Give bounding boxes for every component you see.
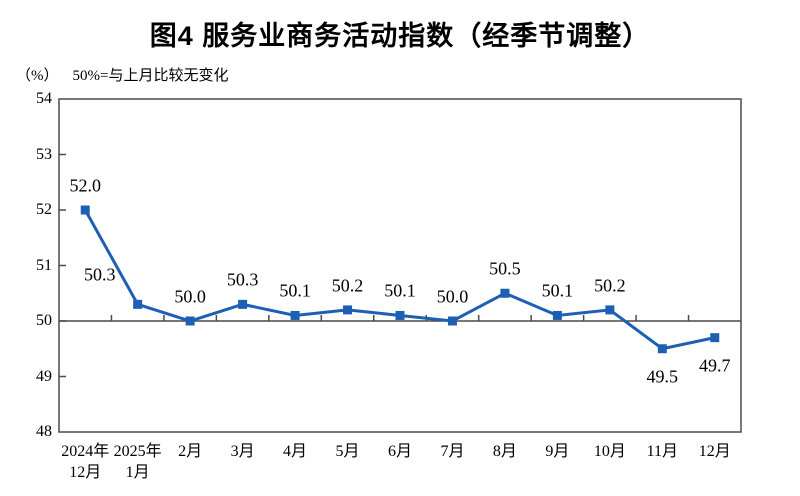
data-point-label: 50.1 bbox=[384, 280, 416, 301]
x-axis-category-label: 3月 bbox=[230, 443, 255, 460]
x-axis-category-label: 8月 bbox=[492, 443, 517, 460]
data-point-marker bbox=[343, 305, 353, 315]
data-point-label: 50.1 bbox=[541, 280, 574, 301]
data-point-marker bbox=[500, 288, 510, 298]
y-axis-tick-label: 52 bbox=[36, 201, 52, 218]
x-axis-category-label: 11月 bbox=[646, 443, 679, 460]
y-axis-tick-label: 50 bbox=[36, 312, 52, 329]
x-axis-category-label: 9月 bbox=[545, 443, 570, 460]
reference-line-note: 50%=与上月比较无变化 bbox=[72, 68, 229, 84]
y-axis-unit-label: （%） bbox=[16, 68, 59, 84]
x-axis-category-label: 12月 bbox=[698, 443, 731, 460]
x-axis-category-label: 2024年 12月 bbox=[61, 443, 110, 481]
x-axis-category-label: 10月 bbox=[593, 443, 626, 460]
data-point-marker bbox=[185, 316, 195, 326]
data-point-marker bbox=[80, 205, 90, 215]
x-axis-category-label: 2月 bbox=[178, 443, 203, 460]
data-point-label: 52.0 bbox=[69, 175, 101, 196]
x-axis-category-label: 2025年 1月 bbox=[113, 443, 162, 481]
data-point-marker bbox=[238, 299, 248, 309]
y-axis-tick-label: 51 bbox=[36, 256, 52, 274]
y-axis-tick-label: 48 bbox=[36, 423, 52, 440]
y-axis-tick-label: 54 bbox=[36, 90, 52, 107]
data-point-marker bbox=[552, 310, 562, 320]
data-point-marker bbox=[447, 316, 457, 326]
y-axis-tick-label: 53 bbox=[36, 145, 52, 163]
data-point-label: 50.1 bbox=[279, 280, 311, 301]
data-point-marker bbox=[133, 299, 143, 309]
data-point-marker bbox=[657, 344, 667, 354]
data-point-label: 50.3 bbox=[226, 269, 259, 290]
data-point-marker bbox=[395, 310, 405, 320]
x-axis-category-label: 5月 bbox=[335, 443, 360, 460]
x-axis-category-label: 6月 bbox=[387, 443, 413, 460]
data-point-label: 49.5 bbox=[646, 366, 679, 387]
data-point-label: 50.2 bbox=[331, 275, 364, 296]
chart-title: 图4 服务业商务活动指数（经季节调整） bbox=[149, 21, 651, 51]
data-point-marker bbox=[710, 333, 720, 343]
data-point-marker bbox=[290, 310, 300, 320]
x-axis-category-label: 7月 bbox=[440, 443, 465, 460]
plot-frame bbox=[58, 98, 742, 433]
data-point-label: 50.0 bbox=[436, 286, 469, 307]
data-point-marker bbox=[605, 305, 615, 315]
chart-subtitle: （%） 50%=与上月比较无变化 bbox=[16, 64, 228, 85]
data-point-label: 50.0 bbox=[174, 286, 206, 307]
x-axis-category-label: 4月 bbox=[283, 443, 308, 460]
y-axis-tick-label: 49 bbox=[36, 367, 52, 385]
data-point-label: 50.3 bbox=[83, 264, 116, 285]
data-point-label: 50.5 bbox=[489, 258, 521, 279]
data-point-label: 50.2 bbox=[594, 275, 626, 296]
data-point-label: 49.7 bbox=[699, 355, 731, 376]
